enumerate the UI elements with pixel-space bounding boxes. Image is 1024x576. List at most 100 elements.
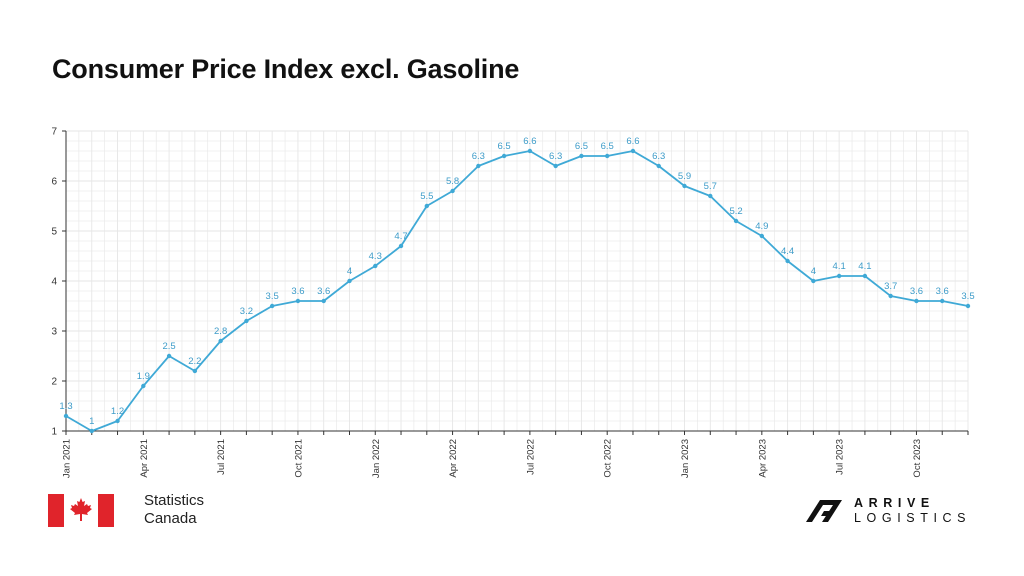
data-point xyxy=(733,218,739,224)
data-label: 6.3 xyxy=(549,151,562,162)
data-label: 6.3 xyxy=(652,151,665,162)
data-point xyxy=(630,148,636,154)
x-tick-label: Jul 2023 xyxy=(835,439,846,475)
x-tick-label: Oct 2023 xyxy=(912,439,923,478)
data-point xyxy=(373,263,378,269)
data-point xyxy=(605,153,610,159)
data-label: 1.2 xyxy=(111,406,124,417)
data-label: 4.3 xyxy=(369,251,382,262)
data-label: 5.9 xyxy=(678,171,691,182)
data-point xyxy=(166,353,172,359)
data-point xyxy=(914,298,919,304)
source-name-line1: Statistics xyxy=(144,492,205,509)
data-point xyxy=(141,383,146,389)
data-label: 5.7 xyxy=(704,181,717,192)
data-point xyxy=(656,163,661,169)
y-tick-label: 2 xyxy=(51,377,57,388)
data-point xyxy=(527,148,533,154)
series-line xyxy=(65,150,969,432)
data-label: 4.1 xyxy=(833,261,846,272)
y-tick-label: 1 xyxy=(51,427,57,438)
data-label: 3.6 xyxy=(291,286,304,297)
data-label: 2.5 xyxy=(162,341,175,352)
data-point xyxy=(759,233,765,239)
x-tick-label: Jan 2022 xyxy=(371,439,382,478)
data-point xyxy=(811,278,816,284)
x-tick-label: Oct 2022 xyxy=(603,439,614,478)
statcan-logo: Statistics Canada xyxy=(48,492,204,528)
data-point xyxy=(63,413,69,419)
x-tick-label: Jan 2021 xyxy=(62,439,73,478)
data-label: 5.8 xyxy=(446,176,459,187)
data-point xyxy=(862,273,868,279)
data-label: 3.2 xyxy=(240,306,253,317)
data-point xyxy=(450,188,455,194)
data-point xyxy=(785,258,790,264)
data-label: 1.3 xyxy=(59,401,72,412)
data-label: 6.6 xyxy=(523,136,536,147)
x-tick-label: Apr 2021 xyxy=(139,439,150,478)
data-label: 3.5 xyxy=(961,291,974,302)
data-point xyxy=(295,298,301,304)
data-label: 3.5 xyxy=(266,291,279,302)
x-tick-label: Oct 2021 xyxy=(293,439,304,478)
data-label: 1.9 xyxy=(137,371,150,382)
y-tick-label: 7 xyxy=(51,127,57,138)
data-label: 6.5 xyxy=(575,141,588,152)
data-label: 4.7 xyxy=(394,231,407,242)
data-point xyxy=(269,303,275,309)
data-point xyxy=(424,203,429,209)
data-label: 5.5 xyxy=(420,191,433,202)
data-label: 4 xyxy=(347,266,352,277)
y-tick-label: 3 xyxy=(51,327,57,338)
canada-flag-icon xyxy=(48,493,114,527)
data-label: 4.4 xyxy=(781,246,794,257)
data-label: 6.5 xyxy=(601,141,614,152)
data-label: 3.6 xyxy=(317,286,330,297)
source-name-line2: Canada xyxy=(144,510,197,527)
data-point xyxy=(89,428,94,434)
data-label: 2.8 xyxy=(214,326,227,337)
data-point xyxy=(888,293,893,299)
data-point xyxy=(115,418,120,424)
data-label: 2.2 xyxy=(188,356,201,367)
data-point xyxy=(476,163,481,169)
data-label: 3.6 xyxy=(936,286,949,297)
data-point xyxy=(553,163,558,169)
brand-line1: ARRIVE xyxy=(854,496,935,510)
arrive-logo-mark-icon xyxy=(806,500,842,522)
data-point xyxy=(965,303,971,309)
data-label: 4.9 xyxy=(755,221,768,232)
data-point xyxy=(321,298,326,304)
data-point xyxy=(398,243,404,249)
x-tick-label: Jan 2023 xyxy=(680,439,691,478)
data-point xyxy=(579,153,584,159)
data-point xyxy=(218,338,223,344)
data-point xyxy=(836,273,842,279)
y-tick-label: 4 xyxy=(51,277,57,288)
data-label: 3.7 xyxy=(884,281,897,292)
brand-line2: LOGISTICS xyxy=(854,511,972,525)
data-label: 6.6 xyxy=(626,136,639,147)
x-tick-label: Apr 2022 xyxy=(448,439,459,478)
data-label: 4.1 xyxy=(858,261,871,272)
x-tick-label: Jul 2022 xyxy=(525,439,536,475)
data-point xyxy=(708,193,713,199)
y-tick-label: 6 xyxy=(51,177,57,188)
data-point xyxy=(501,153,507,159)
data-point xyxy=(244,318,249,324)
data-label: 6.3 xyxy=(472,151,485,162)
chart-title: Consumer Price Index excl. Gasoline xyxy=(52,54,520,84)
data-label: 5.2 xyxy=(729,206,742,217)
x-tick-label: Jul 2021 xyxy=(216,439,227,475)
data-label: 1 xyxy=(89,416,94,427)
data-label: 6.5 xyxy=(498,141,511,152)
data-label: 4 xyxy=(811,266,816,277)
y-tick-label: 5 xyxy=(51,227,57,238)
data-point xyxy=(192,368,198,374)
data-label: 3.6 xyxy=(910,286,923,297)
arrive-logistics-logo: ARRIVE LOGISTICS xyxy=(804,496,971,526)
data-point xyxy=(940,298,945,304)
data-point xyxy=(347,278,352,284)
